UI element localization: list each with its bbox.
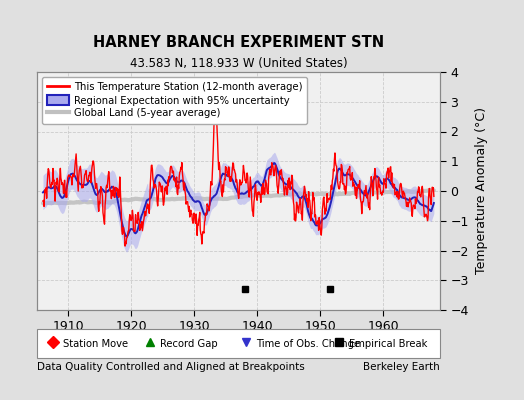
Y-axis label: Temperature Anomaly (°C): Temperature Anomaly (°C): [475, 108, 487, 274]
Text: Data Quality Controlled and Aligned at Breakpoints: Data Quality Controlled and Aligned at B…: [37, 362, 304, 372]
Legend: This Temperature Station (12-month average), Regional Expectation with 95% uncer: This Temperature Station (12-month avera…: [42, 77, 307, 124]
Text: Time of Obs. Change: Time of Obs. Change: [257, 339, 361, 349]
Text: Empirical Break: Empirical Break: [350, 339, 428, 349]
Text: HARNEY BRANCH EXPERIMENT STN: HARNEY BRANCH EXPERIMENT STN: [93, 35, 384, 50]
Text: 43.583 N, 118.933 W (United States): 43.583 N, 118.933 W (United States): [129, 57, 347, 70]
Text: Station Move: Station Move: [63, 339, 128, 349]
FancyBboxPatch shape: [37, 329, 440, 358]
Text: Berkeley Earth: Berkeley Earth: [364, 362, 440, 372]
Text: Record Gap: Record Gap: [160, 339, 217, 349]
